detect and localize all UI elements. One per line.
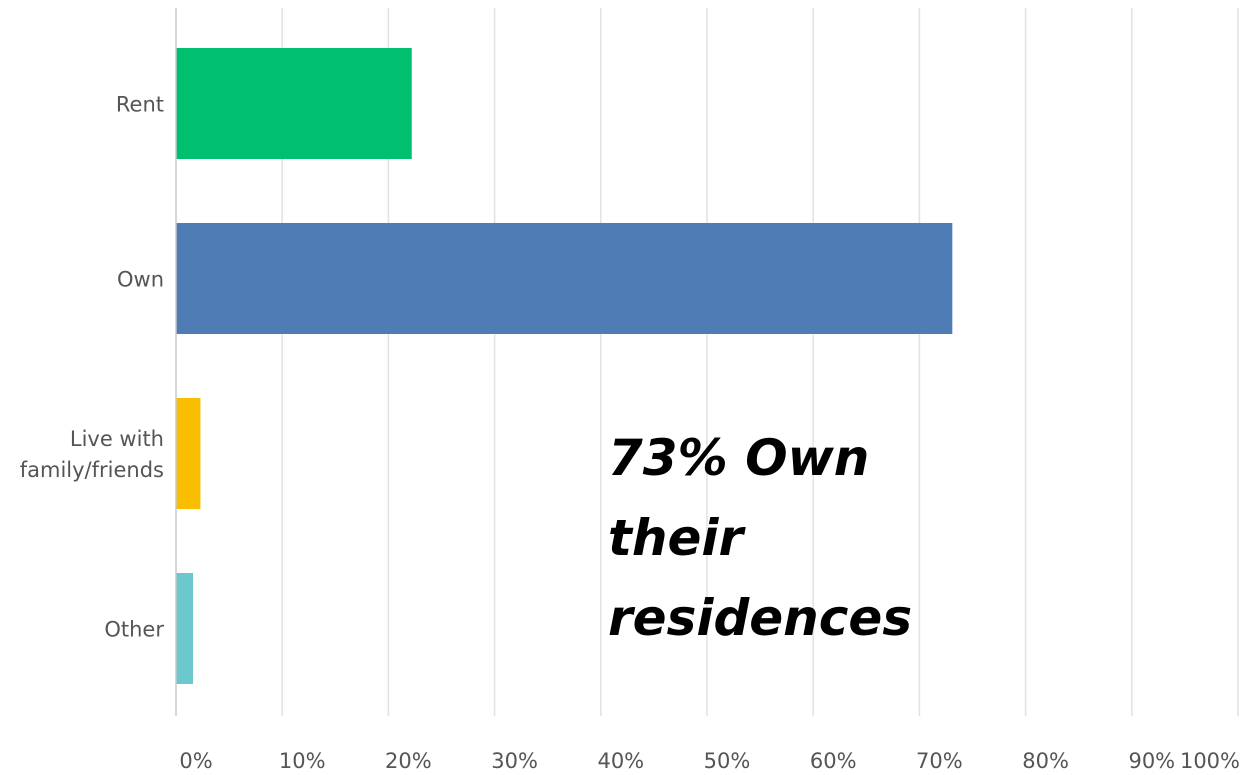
annotation-line-1: 73% Own <box>608 429 870 487</box>
x-tick-label: 40% <box>597 749 644 773</box>
x-tick-label: 60% <box>810 749 857 773</box>
category-label-line: Other <box>104 618 164 642</box>
x-tick-label: 30% <box>491 749 538 773</box>
category-label: Rent <box>116 93 164 117</box>
annotation-line-2: their <box>608 509 744 567</box>
x-tick-label: 80% <box>1022 749 1069 773</box>
x-tick-label: 20% <box>385 749 432 773</box>
x-tick-label: 90% <box>1128 749 1175 773</box>
annotation-text: 73% Own their residences <box>608 418 1028 658</box>
category-label-line: family/friends <box>20 458 164 482</box>
bar <box>176 48 412 159</box>
category-labels: Rent Own Live with family/friends Other <box>20 93 165 642</box>
bars <box>176 48 953 684</box>
x-tick-label: 0% <box>179 749 212 773</box>
category-label: Own <box>117 268 164 292</box>
bar <box>176 398 201 509</box>
category-label-line: Own <box>117 268 164 292</box>
bar <box>176 573 193 684</box>
bar <box>176 223 953 334</box>
x-tick-label: 100% <box>1180 749 1240 773</box>
category-label: Other <box>104 618 164 642</box>
category-label: Live with family/friends <box>20 427 164 482</box>
x-tick-labels: 0% 10% 20% 30% 40% 50% 60% 70% 80% 90% 100% <box>179 749 1240 773</box>
x-tick-label: 70% <box>916 749 963 773</box>
category-label-line: Live with <box>70 427 164 451</box>
annotation-line-3: residences <box>608 589 913 647</box>
x-tick-label: 50% <box>704 749 751 773</box>
category-label-line: Rent <box>116 93 164 117</box>
x-tick-label: 10% <box>279 749 326 773</box>
